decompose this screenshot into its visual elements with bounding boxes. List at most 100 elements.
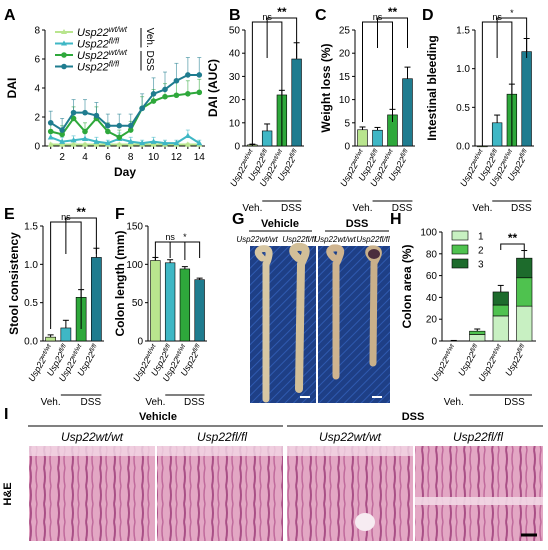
panel-g-colon-photos: G Vehicle DSS Usp22wt/wt Usp22fl/fl Usp2… xyxy=(232,211,390,403)
c-y-tick-label: 15 xyxy=(339,72,351,83)
h-group-label-veh: Veh. xyxy=(444,397,464,408)
a-y-tick-label: 6 xyxy=(34,55,40,66)
a-data-point xyxy=(184,132,191,139)
h-y-axis-label: Colon area (%) xyxy=(400,244,414,328)
a-data-point xyxy=(47,128,54,135)
histology-vehicle-wt-lumen xyxy=(29,446,155,456)
h-bar-segment xyxy=(492,291,509,306)
b-bar xyxy=(261,130,273,147)
h-significance-label: ** xyxy=(508,231,518,245)
a-legend-label: Usp22fl/fl xyxy=(77,59,119,74)
h-legend-label: 1 xyxy=(478,232,484,243)
colon-vehicle-fl xyxy=(289,242,310,393)
histology-dss-fl xyxy=(415,446,543,541)
c-group-label-dss: DSS xyxy=(392,203,413,214)
c-y-tick-label: 20 xyxy=(339,49,351,60)
a-y-tick-label: 0 xyxy=(34,142,40,153)
d-bar xyxy=(477,145,488,148)
h-bar-segment xyxy=(492,315,509,342)
h-bar-segment xyxy=(469,330,486,335)
h-category-label: Usp22fl/fl xyxy=(456,342,483,377)
a-data-point xyxy=(196,139,203,146)
b-bar xyxy=(291,58,302,147)
h-bar-segment xyxy=(492,304,509,317)
f-y-axis-label: Colon length (mm) xyxy=(113,231,127,337)
e-group-label-dss: DSS xyxy=(80,397,101,408)
panel-letter-e: E xyxy=(4,206,15,223)
a-data-point xyxy=(196,72,203,78)
a-y-tick-label: 2 xyxy=(34,113,40,124)
a-data-point xyxy=(70,137,77,143)
a-x-axis-label: Day xyxy=(114,165,136,179)
panel-i-label-3: Usp22wt/wt xyxy=(319,430,382,444)
c-group-label-veh: Veh. xyxy=(352,203,372,214)
c-significance-label: ns xyxy=(373,12,383,22)
e-y-axis-label: Stool consistency xyxy=(7,232,21,335)
a-data-point xyxy=(162,139,168,146)
c-y-axis-label: Weight loss (%) xyxy=(319,43,333,132)
d-significance-bracket xyxy=(496,17,528,58)
a-x-tick-label: 14 xyxy=(194,152,206,163)
colon-vehicle-wt xyxy=(254,245,273,403)
b-y-tick-label: 0 xyxy=(234,142,240,153)
e-y-tick-label: 0.0 xyxy=(24,337,38,348)
c-significance-label: ** xyxy=(388,5,398,19)
a-data-point xyxy=(162,86,168,93)
d-y-axis-label: Intestinal bleeding xyxy=(425,35,439,140)
panel-letter-b: B xyxy=(229,7,241,24)
f-bar xyxy=(194,279,205,342)
c-significance-bracket xyxy=(377,17,408,48)
d-y-tick-label: 0.0 xyxy=(456,142,470,153)
a-legend-marker xyxy=(61,63,67,70)
histology-dss-fl-gap xyxy=(415,497,543,505)
a-data-point xyxy=(105,128,111,135)
h-bar-segment xyxy=(469,334,486,342)
e-significance-label: ** xyxy=(76,205,86,219)
f-y-tick-label: 50 xyxy=(132,298,144,309)
f-y-tick-label: 150 xyxy=(126,222,143,233)
panel-i-label-1: Usp22wt/wt xyxy=(61,430,124,444)
h-y-tick-label: 20 xyxy=(426,315,438,326)
a-data-point xyxy=(185,72,191,78)
panel-g-header-dss: DSS xyxy=(346,218,369,230)
a-data-point xyxy=(150,91,157,97)
a-data-point xyxy=(47,141,54,147)
c-y-tick-label: 10 xyxy=(339,95,351,106)
e-bar xyxy=(91,257,102,342)
h-y-tick-label: 40 xyxy=(426,293,438,304)
f-y-tick-label: 0 xyxy=(137,337,143,348)
f-group-label-veh: Veh. xyxy=(145,397,165,408)
a-data-point xyxy=(127,122,134,129)
a-data-point xyxy=(82,141,88,147)
a-legend-marker xyxy=(61,52,67,58)
f-y-tick-label: 100 xyxy=(126,260,143,271)
a-data-point xyxy=(93,138,100,144)
c-y-tick-label: 5 xyxy=(344,118,350,129)
h-bar-segment xyxy=(516,277,533,307)
b-y-tick-label: 10 xyxy=(229,118,241,129)
panel-letter-c: C xyxy=(315,7,327,24)
a-data-point xyxy=(127,138,134,144)
d-group-label-dss: DSS xyxy=(511,203,532,214)
panel-i-header-vehicle: Vehicle xyxy=(139,411,177,423)
panel-g-label-4: Usp22fl/fl xyxy=(356,235,390,244)
a-data-point xyxy=(47,120,54,126)
panel-i-label-4: Usp22fl/fl xyxy=(453,430,503,444)
panel-letter-d: D xyxy=(422,7,434,24)
a-data-point xyxy=(82,135,88,141)
e-significance-label: ns xyxy=(61,212,71,222)
b-y-tick-label: 50 xyxy=(229,26,241,37)
a-data-point xyxy=(70,141,77,147)
d-y-tick-label: 0.5 xyxy=(456,103,470,114)
b-group-label-dss: DSS xyxy=(281,203,302,214)
histology-vehicle-wt xyxy=(29,446,155,541)
f-significance-label: * xyxy=(183,232,187,242)
b-significance-label: ns xyxy=(262,12,272,22)
a-data-point xyxy=(127,141,134,147)
a-data-point xyxy=(150,98,157,104)
a-y-tick-label: 8 xyxy=(34,26,40,37)
